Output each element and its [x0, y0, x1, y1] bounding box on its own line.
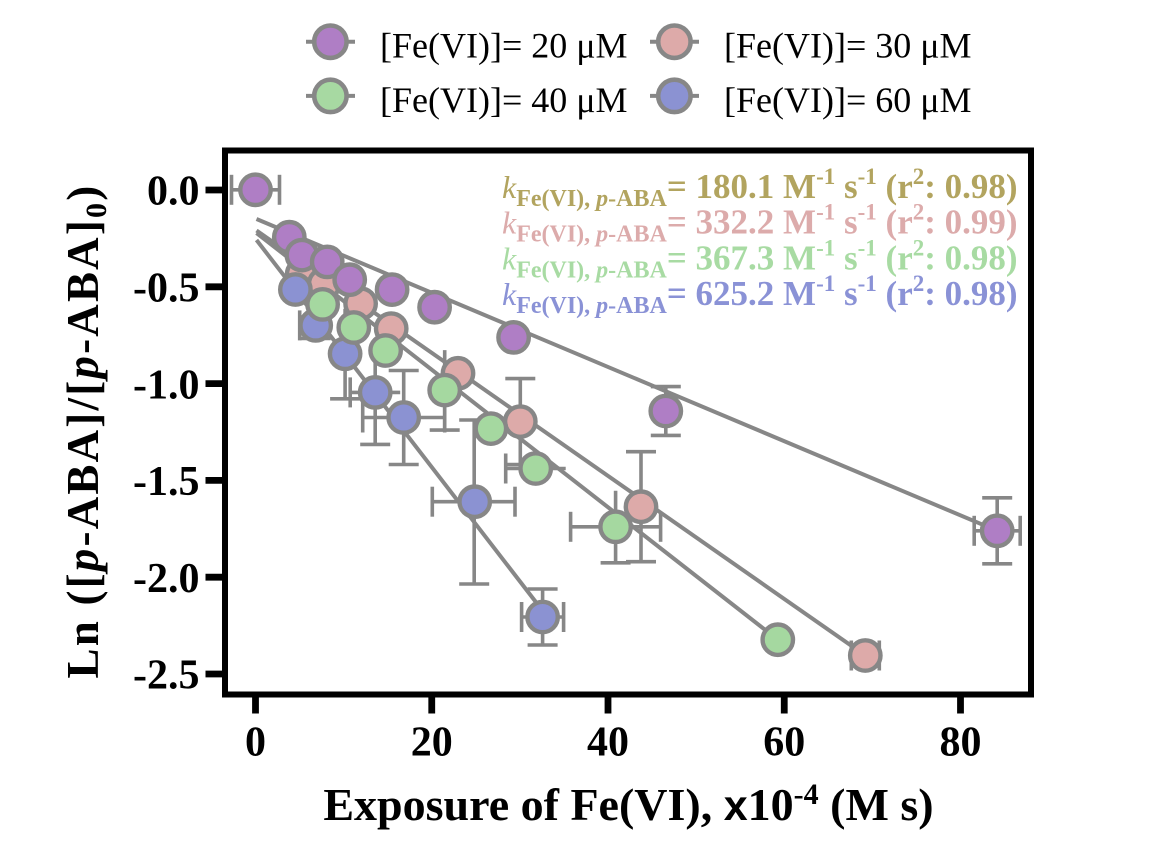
svg-text:kFe(VI), p-ABA= 180.1 M-1 s-1: kFe(VI), p-ABA= 180.1 M-1 s-1 (r2: 0.98) — [502, 164, 1018, 212]
svg-text:[Fe(VI)]= 60 μM: [Fe(VI)]= 60 μM — [724, 80, 972, 120]
svg-text:80: 80 — [940, 720, 982, 766]
svg-text:60: 60 — [763, 720, 805, 766]
svg-text:kFe(VI), p-ABA= 332.2 M-1 s-1: kFe(VI), p-ABA= 332.2 M-1 s-1 (r2: 0.99) — [502, 200, 1018, 248]
svg-text:-2.0: -2.0 — [133, 556, 200, 602]
svg-text:Exposure of Fe(VI), x10-4 (M s: Exposure of Fe(VI), x10-4 (M s) — [323, 778, 933, 830]
svg-text:-2.5: -2.5 — [133, 653, 200, 699]
svg-text:-1.5: -1.5 — [133, 459, 200, 505]
svg-text:0.0: 0.0 — [147, 169, 200, 215]
svg-text:20: 20 — [411, 720, 453, 766]
svg-text:kFe(VI), p-ABA= 625.2 M-1 s-1: kFe(VI), p-ABA= 625.2 M-1 s-1 (r2: 0.98) — [502, 271, 1018, 319]
svg-text:[Fe(VI)]= 30 μM: [Fe(VI)]= 30 μM — [724, 26, 972, 66]
svg-text:-1.0: -1.0 — [133, 362, 200, 408]
svg-text:[Fe(VI)]= 40 μM: [Fe(VI)]= 40 μM — [380, 80, 628, 120]
svg-text:40: 40 — [587, 720, 629, 766]
svg-text:Ln ([p-ABA]/[p-ABA]0): Ln ([p-ABA]/[p-ABA]0) — [58, 184, 113, 679]
svg-text:-0.5: -0.5 — [133, 266, 200, 312]
svg-text:[Fe(VI)]= 20 μM: [Fe(VI)]= 20 μM — [380, 26, 628, 66]
svg-text:kFe(VI), p-ABA= 367.3 M-1 s-1: kFe(VI), p-ABA= 367.3 M-1 s-1 (r2: 0.98) — [502, 235, 1018, 283]
svg-text:0: 0 — [245, 720, 266, 766]
